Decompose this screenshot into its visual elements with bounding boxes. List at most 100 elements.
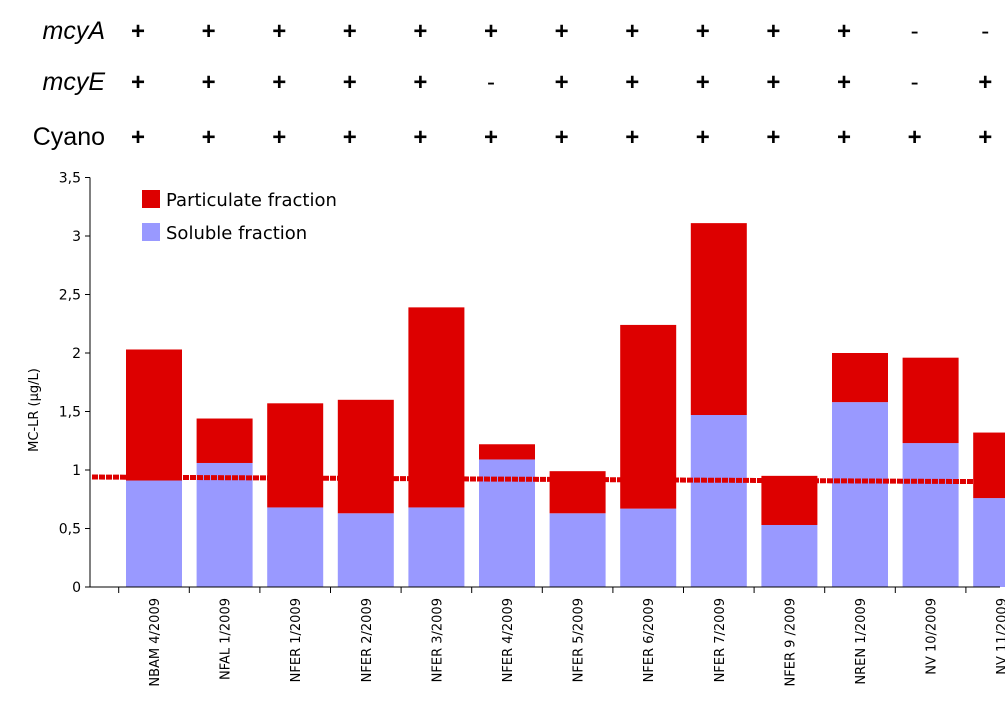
- y-axis-label: MC-LR (µg/L): [27, 368, 42, 452]
- bar-soluble: [408, 507, 465, 587]
- presence-sign: +: [555, 124, 569, 151]
- presence-sign: +: [131, 69, 145, 96]
- x-tick-label: NREN 1/2009: [854, 598, 869, 685]
- y-tick-label: 2,5: [59, 288, 81, 304]
- legend-label: Particulate fraction: [166, 190, 337, 211]
- x-tick-label: NFER 7/2009: [713, 598, 728, 682]
- legend-swatch: [142, 223, 160, 241]
- bar-particulate: [408, 307, 465, 508]
- axes: [89, 177, 1000, 588]
- bar-soluble: [761, 524, 818, 587]
- presence-sign: +: [202, 124, 216, 151]
- bar-soluble: [267, 507, 324, 587]
- presence-sign: +: [978, 69, 992, 96]
- presence-sign: +: [555, 18, 569, 45]
- bar-particulate: [479, 444, 535, 460]
- bar-particulate: [973, 432, 1005, 499]
- presence-sign: +: [413, 18, 427, 45]
- y-tick-label: 3: [72, 229, 81, 245]
- x-tick-label: NBAM 4/2009: [148, 598, 163, 687]
- presence-sign: +: [837, 18, 851, 45]
- legend-label: Soluble fraction: [166, 223, 307, 244]
- presence-sign: +: [131, 18, 145, 45]
- presence-sign: -: [911, 18, 919, 45]
- reference-line: [91, 474, 1001, 485]
- presence-sign: +: [272, 124, 286, 151]
- presence-row-label: mcyE: [43, 68, 106, 96]
- x-tick-label: NFER 3/2009: [430, 598, 445, 682]
- bar-soluble: [973, 498, 1005, 587]
- presence-sign: +: [978, 124, 992, 151]
- presence-sign: -: [487, 69, 495, 96]
- bar-particulate: [196, 418, 253, 463]
- presence-sign: +: [766, 124, 780, 151]
- presence-sign: +: [343, 18, 357, 45]
- presence-sign: +: [766, 69, 780, 96]
- plot-area: 00,511,522,533,5 NBAM 4/2009 NFAL 1/2009 N…: [27, 171, 1005, 687]
- reference-line-group: [91, 474, 1001, 485]
- presence-table: mcyA + + + + + + + + + + + - - mcyE + + + + + - + + + + + - + Cyano +…: [33, 17, 992, 151]
- bars: [126, 223, 1005, 587]
- presence-sign: +: [696, 69, 710, 96]
- x-tick-label: NFER 5/2009: [572, 598, 587, 682]
- x-tick-label: NFER 6/2009: [642, 598, 657, 682]
- x-tick-label: NFER 9 /2009: [783, 598, 798, 686]
- presence-sign: +: [625, 124, 639, 151]
- presence-sign: +: [131, 124, 145, 151]
- presence-sign: -: [981, 18, 989, 45]
- y-tick-label: 1,5: [59, 405, 81, 421]
- presence-sign: +: [837, 69, 851, 96]
- presence-row-label: Cyano: [33, 123, 105, 151]
- bar-soluble: [690, 415, 747, 587]
- presence-sign: +: [343, 124, 357, 151]
- x-tick-label: NFAL 1/2009: [219, 598, 234, 680]
- presence-sign: +: [202, 18, 216, 45]
- bar-soluble: [549, 513, 606, 587]
- y-ticks: 0 0,5 1 1,5 2 2,5 3 3,5: [59, 171, 90, 596]
- y-tick-label: 2: [72, 346, 81, 362]
- x-tick-label: NV 10/2009: [925, 598, 940, 675]
- presence-sign: +: [766, 18, 780, 45]
- y-tick-label: 0: [72, 580, 81, 596]
- bar-soluble: [902, 443, 959, 587]
- bar-particulate: [902, 357, 959, 444]
- bar-particulate: [690, 223, 747, 416]
- presence-sign: -: [911, 69, 919, 96]
- presence-sign: +: [908, 124, 922, 151]
- presence-sign: +: [202, 69, 216, 96]
- bar-soluble: [337, 513, 394, 587]
- x-tick-label: NV 11/2009: [995, 598, 1005, 675]
- bar-soluble: [832, 402, 888, 587]
- y-tick-label: 1: [72, 463, 81, 479]
- presence-row-label: mcyA: [43, 17, 106, 45]
- presence-sign: +: [696, 124, 710, 151]
- presence-sign: +: [625, 18, 639, 45]
- presence-sign: +: [272, 18, 286, 45]
- bar-particulate: [761, 475, 818, 525]
- presence-sign: +: [625, 69, 639, 96]
- presence-sign: +: [484, 124, 498, 151]
- bar-particulate: [337, 399, 394, 514]
- y-tick-label: 3,5: [59, 171, 81, 187]
- legend-swatch: [142, 190, 160, 208]
- presence-sign: +: [837, 124, 851, 151]
- y-tick-label: 0,5: [59, 522, 81, 538]
- x-tick-label: NFER 1/2009: [289, 598, 304, 682]
- bar-soluble: [620, 508, 677, 587]
- legend: Particulate fraction Soluble fraction: [142, 190, 337, 244]
- bar-particulate: [267, 403, 324, 508]
- bar-particulate: [832, 353, 888, 403]
- presence-sign: +: [484, 18, 498, 45]
- presence-sign: +: [555, 69, 569, 96]
- presence-sign: +: [413, 124, 427, 151]
- presence-sign: +: [272, 69, 286, 96]
- presence-sign: +: [696, 18, 710, 45]
- x-tick-label: NFER 2/2009: [360, 598, 375, 682]
- bar-particulate: [126, 349, 182, 481]
- presence-sign: +: [343, 69, 357, 96]
- x-tick-label: NFER 4/2009: [501, 598, 516, 682]
- x-ticks: NBAM 4/2009 NFAL 1/2009 NFER 1/2009 NFER 2/…: [118, 587, 1005, 687]
- bar-soluble: [196, 462, 253, 587]
- presence-sign: +: [413, 69, 427, 96]
